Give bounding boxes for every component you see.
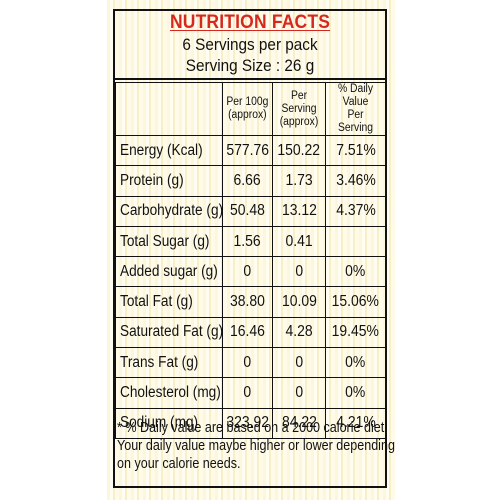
header-daily-value: % Daily Value Per Serving bbox=[325, 82, 386, 136]
value-per100g: 0 bbox=[243, 353, 252, 371]
header-per100g-line1: Per 100g bbox=[226, 96, 269, 108]
table-row: Added sugar (g) 0 0 0% bbox=[115, 256, 386, 288]
header-per-serving-line2: (approx) bbox=[279, 115, 319, 128]
value-daily: 15.06% bbox=[331, 293, 380, 311]
header-per-serving: Per Serving (approx) bbox=[272, 82, 326, 136]
value-daily: 0% bbox=[345, 384, 366, 402]
header-per100g: Per 100g (approx) bbox=[222, 82, 273, 136]
nutrient-name: Total Sugar (g) bbox=[120, 232, 210, 250]
value-per100g: 323.92 bbox=[226, 414, 269, 432]
nutrition-label-panel bbox=[113, 9, 387, 488]
value-per-serving: 0 bbox=[295, 353, 303, 371]
footnote: * % Daily value are based on a 2000 calo… bbox=[117, 419, 395, 473]
value-per100g: 50.48 bbox=[230, 202, 265, 220]
value-daily: 3.46% bbox=[335, 171, 376, 189]
header-daily-value-line2: Per Serving bbox=[337, 109, 374, 134]
table-row: Protein (g) 6.66 1.73 3.46% bbox=[115, 165, 386, 197]
value-per100g: 577.76 bbox=[226, 141, 269, 159]
value-per-serving: 1.73 bbox=[285, 171, 313, 189]
value-per-serving: 0.41 bbox=[285, 232, 313, 250]
table-header-row: Per 100g (approx) Per Serving (approx) %… bbox=[115, 82, 386, 136]
table-row: Carbohydrate (g) 50.48 13.12 4.37% bbox=[115, 195, 386, 227]
nutrition-table: Per 100g (approx) Per Serving (approx) %… bbox=[115, 82, 386, 439]
label-header bbox=[113, 9, 387, 80]
value-per-serving: 10.09 bbox=[281, 293, 317, 311]
table-row: Trans Fat (g) 0 0 0% bbox=[115, 347, 386, 379]
nutrient-name: Cholesterol (mg) bbox=[120, 384, 221, 402]
value-per-serving: 84.22 bbox=[281, 414, 317, 432]
table-row: Total Fat (g) 38.80 10.09 15.06% bbox=[115, 286, 386, 318]
nutrient-name: Saturated Fat (g) bbox=[120, 323, 224, 341]
value-per-serving: 0 bbox=[295, 384, 303, 402]
value-per100g: 38.80 bbox=[230, 293, 265, 311]
nutrient-name: Carbohydrate (g) bbox=[120, 202, 224, 220]
value-daily: 4.37% bbox=[335, 202, 376, 220]
footnote-line: Your daily value maybe higher or lower d… bbox=[117, 438, 395, 454]
value-daily: 7.51% bbox=[335, 141, 376, 159]
value-per100g: 6.66 bbox=[233, 171, 262, 189]
header-per-serving-line1: Per Serving bbox=[281, 89, 317, 115]
serving-size: Serving Size : 26 g bbox=[185, 56, 315, 75]
value-per100g: 0 bbox=[243, 384, 252, 402]
value-per100g: 16.46 bbox=[230, 323, 265, 341]
nutrient-name: Energy (Kcal) bbox=[120, 141, 203, 159]
value-per100g: 1.56 bbox=[233, 232, 262, 250]
nutrient-name: Added sugar (g) bbox=[120, 262, 218, 280]
nutrient-name: Total Fat (g) bbox=[120, 293, 193, 311]
servings-per-pack: 6 Servings per pack bbox=[182, 35, 318, 54]
value-per-serving: 13.12 bbox=[281, 202, 317, 220]
value-daily: 4.21% bbox=[335, 414, 376, 432]
value-per-serving: 4.28 bbox=[285, 323, 313, 341]
footnote-line: * % Daily value are based on a 2000 calo… bbox=[117, 420, 388, 436]
label-title: NUTRITION FACTS bbox=[169, 12, 331, 33]
header-per100g-line2: (approx) bbox=[228, 109, 267, 121]
table-row: Total Sugar (g) 1.56 0.41 bbox=[115, 225, 386, 258]
value-per-serving: 0 bbox=[295, 262, 303, 280]
table-row: Saturated Fat (g) 16.46 4.28 19.45% bbox=[115, 316, 386, 349]
nutrient-name: Sodium (mg) bbox=[120, 414, 199, 432]
header-daily-value-line1: % Daily Value bbox=[337, 83, 374, 108]
value-daily: 0% bbox=[345, 262, 366, 280]
footnote-line: on your calorie needs. bbox=[117, 456, 241, 472]
value-per100g: 0 bbox=[243, 262, 252, 280]
nutrient-name: Protein (g) bbox=[120, 171, 184, 189]
value-daily: 0% bbox=[345, 353, 366, 371]
nutrient-name: Trans Fat (g) bbox=[120, 353, 199, 371]
value-per-serving: 150.22 bbox=[277, 141, 321, 159]
value-daily: 19.45% bbox=[331, 323, 380, 341]
table-row: Energy (Kcal) 577.76 150.22 7.51% bbox=[115, 134, 386, 167]
header-nutrient bbox=[115, 82, 223, 136]
table-row: Cholesterol (mg) 0 0 0% bbox=[115, 377, 386, 409]
table-row: Sodium (mg) 323.92 84.22 4.21% bbox=[115, 407, 386, 439]
